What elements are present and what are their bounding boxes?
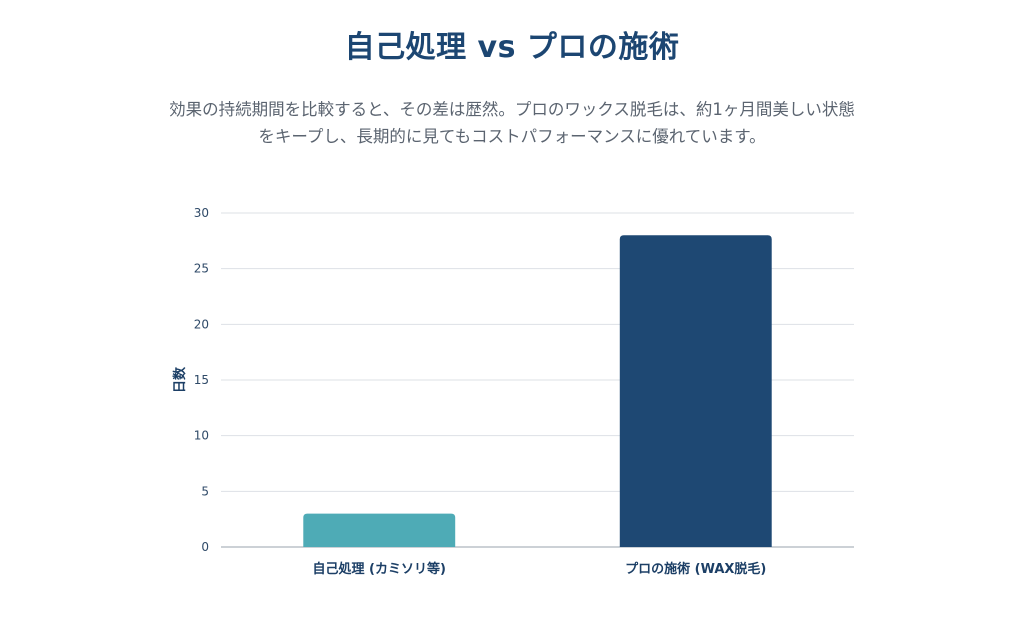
bar xyxy=(619,235,772,547)
y-tick-label: 5 xyxy=(201,484,209,498)
y-tick-label: 20 xyxy=(194,317,209,331)
y-axis-title: 日数 xyxy=(172,366,188,393)
bars xyxy=(303,235,772,547)
y-tick-label: 25 xyxy=(194,262,209,276)
page-subtitle: 効果の持続期間を比較すると、その差は歴然。プロのワックス脱毛は、約1ヶ月間美しい… xyxy=(112,96,912,150)
category-label: プロの施術 (WAX脱毛) xyxy=(625,561,766,577)
subtitle-line-1: 効果の持続期間を比較すると、その差は歴然。プロのワックス脱毛は、約1ヶ月間美しい… xyxy=(169,100,855,119)
category-labels: 自己処理 (カミソリ等) プロの施術 (WAX脱毛) xyxy=(313,561,767,577)
category-label: 自己処理 (カミソリ等) xyxy=(313,561,446,577)
subtitle-line-2: をキープし、長期的に見てもコストパフォーマンスに優れています。 xyxy=(258,127,766,146)
y-tick-labels: 0 5 10 15 20 25 30 xyxy=(194,206,209,554)
y-tick-label: 15 xyxy=(194,373,209,387)
y-tick-label: 30 xyxy=(194,206,209,220)
y-tick-label: 10 xyxy=(194,429,209,443)
page-title: 自己処理 vs プロの施術 xyxy=(344,30,680,65)
bar xyxy=(303,513,456,547)
y-tick-label: 0 xyxy=(201,540,209,554)
